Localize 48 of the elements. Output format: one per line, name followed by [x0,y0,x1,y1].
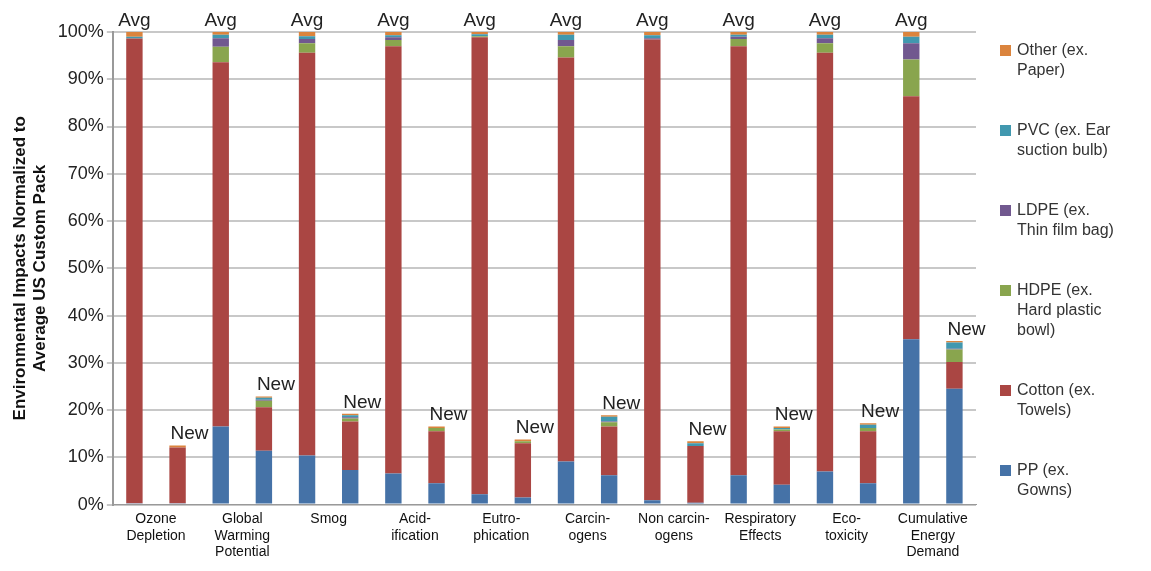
legend-label: LDPE (ex. Thin film bag) [1017,200,1114,240]
data-label: Avg [636,8,669,30]
y-tick-label: 50% [67,257,104,278]
data-label: Avg [895,8,928,30]
data-label: Avg [549,8,583,30]
y-tick-label: 100% [57,20,104,41]
y-tick-label: 60% [67,210,104,231]
data-label: New [515,416,555,438]
data-label: New [774,403,814,425]
y-tick-label: 30% [67,351,104,372]
data-label: Avg [118,8,151,30]
data-label: New [429,403,468,425]
data-label: Avg [377,8,410,30]
y-tick-label: 0% [77,493,104,514]
legend-label: Cotton (ex. Towels) [1017,380,1096,420]
data-label: New [861,400,900,422]
x-tick-label: Global Warming Potential [214,509,271,560]
x-tick-label: Ozone Depletion [126,509,186,543]
y-tick-label: 10% [67,446,104,467]
data-label: Avg [290,8,324,30]
x-tick-label: Eutro- phication [473,509,530,543]
data-label: New [688,418,727,440]
legend-label: Other (ex. Paper) [1017,40,1089,80]
data-label: New [947,317,986,339]
y-tick-label: 70% [67,162,104,183]
x-tick-label: Non carcin- ogens [638,509,711,543]
x-tick-label: Eco- toxicity [825,509,868,543]
x-tick-label: Acid- ification [391,509,439,543]
data-label: Avg [808,8,842,30]
legend-label: PVC (ex. Ear suction bulb) [1017,120,1111,160]
data-label: Avg [204,8,237,30]
y-tick-label: 90% [67,68,104,89]
data-label: New [343,390,382,412]
x-tick-label: Smog [310,509,347,526]
data-label: New [256,373,296,395]
x-tick-label: Respiratory Effects [724,509,797,543]
data-label: Avg [463,8,496,30]
legend-label: HDPE (ex. Hard plastic bowl) [1017,280,1102,340]
legend-label: PP (ex. Gowns) [1017,460,1073,500]
y-tick-label: 20% [67,399,104,420]
y-axis-title: Environmental Impacts Normalized to Average US Custom Pack [9,116,50,421]
data-label: Avg [722,8,755,30]
y-tick-label: 40% [67,304,104,325]
data-label: New [602,392,641,414]
data-label: New [170,422,209,444]
x-tick-label: Carcin- ogens [565,509,611,543]
x-tick-label: Cumulative Energy Demand [897,509,969,560]
y-tick-label: 80% [67,115,104,136]
